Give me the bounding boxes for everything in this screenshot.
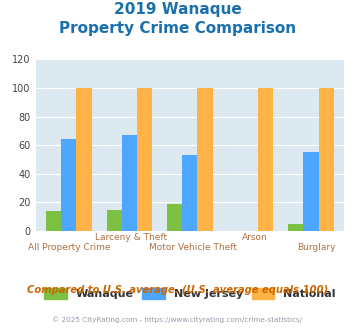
Text: Property Crime Comparison: Property Crime Comparison xyxy=(59,21,296,36)
Bar xyxy=(76,88,92,231)
Bar xyxy=(197,88,213,231)
Bar xyxy=(319,88,334,231)
Legend: Wanaque, New Jersey, National: Wanaque, New Jersey, National xyxy=(41,284,339,302)
Text: © 2025 CityRating.com - https://www.cityrating.com/crime-statistics/: © 2025 CityRating.com - https://www.city… xyxy=(53,317,302,323)
Text: All Property Crime: All Property Crime xyxy=(28,243,111,251)
Bar xyxy=(304,152,319,231)
Text: Larceny & Theft: Larceny & Theft xyxy=(95,233,167,242)
Bar xyxy=(61,140,76,231)
Text: Arson: Arson xyxy=(242,233,268,242)
Text: Burglary: Burglary xyxy=(297,243,336,251)
Bar xyxy=(106,210,122,231)
Text: Compared to U.S. average. (U.S. average equals 100): Compared to U.S. average. (U.S. average … xyxy=(27,285,328,295)
Bar xyxy=(288,224,304,231)
Bar xyxy=(182,155,197,231)
Bar xyxy=(46,211,61,231)
Bar xyxy=(167,204,182,231)
Text: Motor Vehicle Theft: Motor Vehicle Theft xyxy=(149,243,237,251)
Bar xyxy=(258,88,273,231)
Bar xyxy=(137,88,152,231)
Bar xyxy=(122,135,137,231)
Text: 2019 Wanaque: 2019 Wanaque xyxy=(114,2,241,16)
